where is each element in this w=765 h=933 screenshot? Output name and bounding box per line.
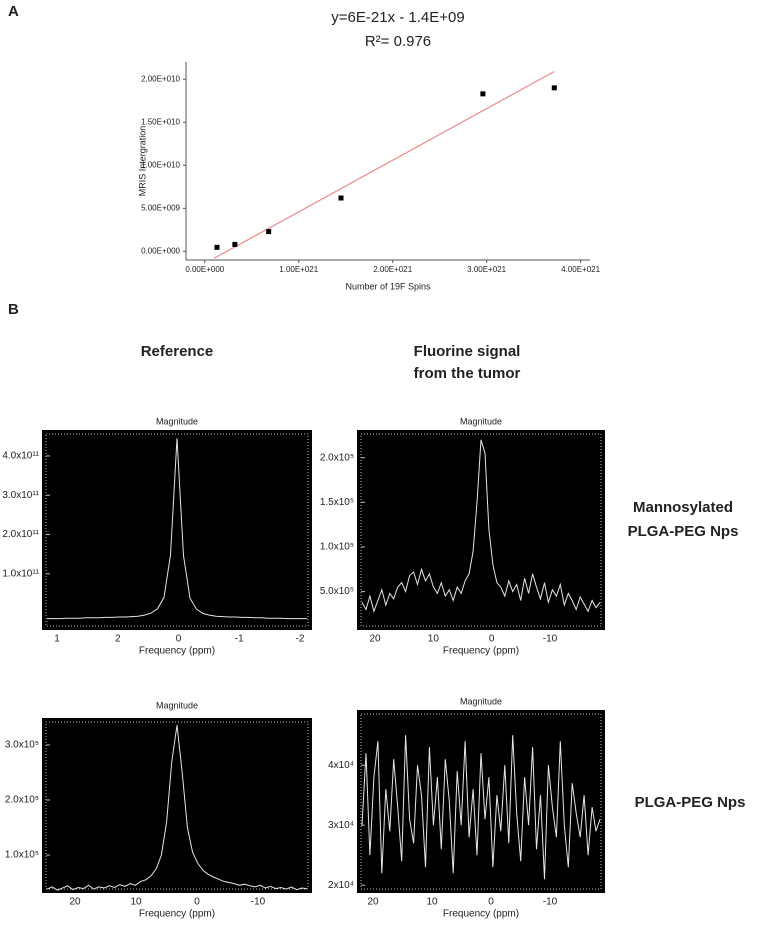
point bbox=[551, 85, 557, 91]
x-tick-label: -10 bbox=[543, 634, 558, 645]
x-tick-label: 3.00E+021 bbox=[467, 265, 506, 274]
y-tick-label: 5.0x10⁵ bbox=[320, 586, 354, 597]
row-label: PLGA-PEG Nps bbox=[628, 523, 739, 540]
panel-frame bbox=[360, 713, 602, 890]
annotation: y=6E-21x - 1.4E+09 bbox=[331, 9, 464, 26]
panel-frame bbox=[45, 721, 309, 890]
y-tick-label: 5.00E+009 bbox=[141, 203, 180, 212]
y-tick-label: 4.0x10¹¹ bbox=[2, 451, 39, 462]
panel-frame bbox=[360, 433, 602, 627]
y-tick-label: 1.0x10⁵ bbox=[320, 542, 354, 553]
x-tick-label: 0 bbox=[176, 634, 182, 645]
x-axis-title: Frequency (ppm) bbox=[443, 646, 519, 657]
x-tick-label: 0 bbox=[488, 897, 494, 908]
x-axis-title: Number of 19F Spins bbox=[345, 281, 431, 291]
x-axis-title: Frequency (ppm) bbox=[139, 646, 215, 657]
x-axis-title: Frequency (ppm) bbox=[443, 909, 519, 920]
x-tick-label: 20 bbox=[69, 897, 81, 908]
panel-title: Magnitude bbox=[460, 416, 502, 426]
row-label: Mannosylated bbox=[633, 499, 733, 516]
y-tick-label: 3.0x10⁵ bbox=[5, 740, 39, 751]
column-header: Reference bbox=[141, 343, 214, 360]
x-tick-label: 0 bbox=[489, 634, 495, 645]
row-label: PLGA-PEG Nps bbox=[635, 794, 746, 811]
column-header: Fluorine signal bbox=[414, 343, 521, 360]
x-tick-label: -1 bbox=[235, 634, 244, 645]
spectrum-line bbox=[46, 725, 308, 891]
panel-background bbox=[42, 718, 312, 893]
y-tick-label: 2x10⁴ bbox=[328, 880, 354, 891]
panel-letter: A bbox=[8, 3, 19, 20]
y-axis-title: MRIS Intergration bbox=[137, 126, 147, 197]
point bbox=[266, 229, 272, 235]
panel-title: Magnitude bbox=[156, 416, 198, 426]
panel-background bbox=[357, 430, 605, 630]
x-tick-label: -10 bbox=[251, 897, 266, 908]
panel-letter: B bbox=[8, 301, 19, 318]
x-tick-label: 0 bbox=[194, 897, 200, 908]
x-tick-label: -2 bbox=[296, 634, 305, 645]
fit-line bbox=[213, 70, 555, 259]
x-tick-label: 10 bbox=[130, 897, 142, 908]
y-tick-label: 2.00E+010 bbox=[141, 74, 180, 83]
point bbox=[214, 244, 220, 250]
y-tick-label: 2.0x10⁵ bbox=[5, 795, 39, 806]
panel-title: Magnitude bbox=[156, 700, 198, 710]
x-tick-label: 1.00E+021 bbox=[279, 265, 318, 274]
point bbox=[338, 195, 344, 201]
x-axis-title: Frequency (ppm) bbox=[139, 909, 215, 920]
x-tick-label: 20 bbox=[369, 634, 381, 645]
panel-background bbox=[42, 430, 312, 630]
x-tick-label: -10 bbox=[543, 897, 558, 908]
spectrum-line bbox=[361, 439, 601, 613]
x-tick-label: 20 bbox=[367, 897, 379, 908]
y-tick-label: 0.00E+000 bbox=[141, 247, 180, 256]
x-tick-label: 10 bbox=[426, 897, 438, 908]
x-tick-label: 0.00E+000 bbox=[185, 265, 224, 274]
spectrum-line bbox=[361, 735, 601, 880]
y-tick-label: 1.0x10⁵ bbox=[5, 850, 39, 861]
y-tick-label: 4x10⁴ bbox=[328, 760, 354, 771]
y-tick-label: 3x10⁴ bbox=[328, 820, 354, 831]
spectrum-line bbox=[47, 438, 307, 620]
y-tick-label: 2.0x10⁵ bbox=[320, 452, 354, 463]
panel-title: Magnitude bbox=[460, 696, 502, 706]
panel-frame bbox=[45, 433, 309, 627]
y-tick-label: 3.0x10¹¹ bbox=[2, 490, 39, 501]
y-tick-label: 1.0x10¹¹ bbox=[2, 568, 39, 579]
x-tick-label: 4.00E+021 bbox=[561, 265, 600, 274]
column-header: from the tumor bbox=[414, 365, 521, 382]
point bbox=[480, 91, 486, 97]
y-tick-label: 2.0x10¹¹ bbox=[2, 529, 39, 540]
point bbox=[232, 241, 238, 247]
y-tick-label: 1.5x10⁵ bbox=[320, 497, 354, 508]
y-tick-label: 1.50E+010 bbox=[141, 117, 180, 126]
annotation: R²= 0.976 bbox=[365, 33, 431, 50]
x-tick-label: 1 bbox=[54, 634, 60, 645]
x-tick-label: 2 bbox=[115, 634, 121, 645]
x-tick-label: 2.00E+021 bbox=[373, 265, 412, 274]
x-tick-label: 10 bbox=[428, 634, 440, 645]
y-tick-label: 1.00E+010 bbox=[141, 160, 180, 169]
